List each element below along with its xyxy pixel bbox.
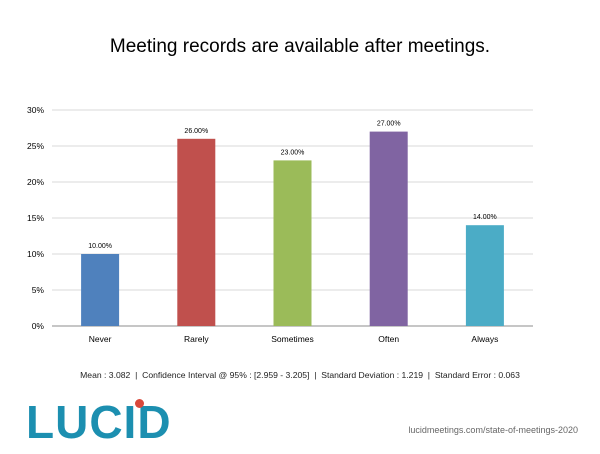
y-axis-ticks: 0% 5% 10% 15% 20% 25% 30%	[27, 105, 44, 331]
x-tick-label: Sometimes	[271, 334, 314, 344]
bars	[81, 131, 504, 326]
data-label: 14.00%	[473, 214, 497, 221]
x-tick-label: Never	[89, 334, 112, 344]
bar-never	[81, 254, 120, 326]
bar-sometimes	[273, 160, 312, 326]
x-tick-label: Always	[471, 334, 498, 344]
data-label: 23.00%	[281, 149, 305, 156]
x-axis-ticks: Never Rarely Sometimes Often Always	[89, 334, 499, 344]
bar-always	[465, 225, 504, 326]
y-tick-label: 25%	[27, 141, 44, 151]
stat-separator: |	[314, 370, 317, 380]
stat-separator: |	[135, 370, 138, 380]
y-tick-label: 15%	[27, 213, 44, 223]
bar-often	[369, 131, 408, 326]
confidence-interval-stat: Confidence Interval @ 95% : [2.959 - 3.2…	[142, 370, 310, 380]
chart-title: Meeting records are available after meet…	[109, 36, 491, 57]
y-tick-label: 30%	[27, 105, 44, 115]
bar-rarely	[177, 138, 216, 326]
y-tick-label: 0%	[32, 321, 45, 331]
standard-error-stat: Standard Error : 0.063	[434, 370, 520, 380]
source-url: lucidmeetings.com/state-of-meetings-2020	[408, 425, 578, 435]
mean-stat: Mean : 3.082	[80, 370, 131, 380]
y-tick-label: 20%	[27, 177, 44, 187]
stat-separator: |	[427, 370, 431, 380]
standard-deviation-stat: Standard Deviation : 1.219	[321, 370, 424, 380]
y-tick-label: 10%	[27, 249, 44, 259]
statistics-summary: Mean : 3.082 | Confidence Interval @ 95%…	[0, 370, 600, 380]
x-tick-label: Rarely	[184, 334, 209, 344]
y-tick-label: 5%	[32, 285, 45, 295]
x-tick-label: Often	[378, 334, 399, 344]
logo-wordmark: LUCID	[26, 396, 172, 448]
data-label: 27.00%	[377, 121, 401, 128]
data-label: 26.00%	[184, 128, 208, 135]
data-labels: 10.00% 26.00% 23.00% 27.00% 14.00%	[88, 121, 497, 250]
lucid-logo: LUCID	[26, 398, 171, 454]
logo-dot-icon	[135, 399, 144, 408]
data-label: 10.00%	[88, 243, 112, 250]
